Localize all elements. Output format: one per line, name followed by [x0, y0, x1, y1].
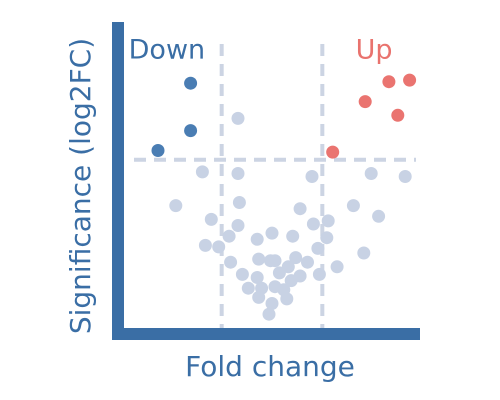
- data-points: [151, 73, 417, 321]
- point-up: [403, 73, 417, 87]
- point-not-significant: [264, 254, 277, 268]
- point-not-significant: [357, 246, 371, 260]
- point-not-significant: [169, 199, 183, 213]
- point-not-significant: [330, 260, 344, 274]
- point-not-significant: [231, 219, 245, 232]
- point-not-significant: [232, 196, 246, 209]
- point-not-significant: [235, 267, 249, 281]
- point-not-significant: [204, 212, 218, 226]
- point-not-significant: [231, 111, 245, 125]
- point-not-significant: [212, 240, 226, 254]
- point-not-significant: [195, 165, 209, 179]
- y-axis-label: Significance (log2FC): [64, 38, 97, 334]
- region-labels: Down Up: [129, 35, 393, 66]
- x-axis-line: [112, 328, 420, 340]
- point-up: [326, 145, 340, 159]
- point-not-significant: [293, 269, 307, 283]
- point-not-significant: [305, 170, 319, 183]
- point-not-significant: [250, 271, 264, 284]
- point-not-significant: [372, 209, 386, 223]
- axes: [112, 22, 420, 340]
- point-not-significant: [198, 238, 212, 252]
- y-axis-line: [112, 22, 124, 340]
- point-down: [184, 124, 198, 138]
- point-up: [382, 75, 396, 89]
- point-not-significant: [250, 232, 264, 246]
- point-not-significant: [320, 231, 334, 245]
- point-not-significant: [224, 255, 238, 269]
- point-up: [358, 95, 372, 109]
- point-not-significant: [286, 229, 300, 243]
- point-not-significant: [265, 226, 279, 240]
- threshold-lines: [134, 44, 416, 328]
- point-not-significant: [280, 292, 294, 306]
- point-not-significant: [398, 170, 412, 183]
- point-not-significant: [312, 267, 326, 281]
- point-not-significant: [252, 252, 266, 266]
- point-not-significant: [252, 290, 266, 304]
- point-not-significant: [306, 217, 320, 231]
- point-not-significant: [311, 241, 325, 255]
- point-down: [151, 144, 165, 157]
- point-not-significant: [293, 202, 307, 216]
- point-not-significant: [321, 214, 335, 228]
- point-not-significant: [272, 266, 286, 280]
- point-not-significant: [262, 307, 276, 321]
- point-up: [391, 108, 405, 122]
- point-not-significant: [346, 199, 360, 213]
- point-not-significant: [364, 167, 378, 180]
- point-not-significant: [265, 297, 279, 310]
- point-not-significant: [241, 281, 255, 295]
- x-axis-label: Fold change: [185, 350, 355, 383]
- point-down: [184, 76, 198, 90]
- point-not-significant: [222, 229, 236, 243]
- point-not-significant: [289, 251, 303, 265]
- point-not-significant: [301, 255, 314, 269]
- region-label-up: Up: [356, 35, 393, 66]
- point-not-significant: [231, 167, 245, 180]
- region-label-down: Down: [129, 35, 206, 66]
